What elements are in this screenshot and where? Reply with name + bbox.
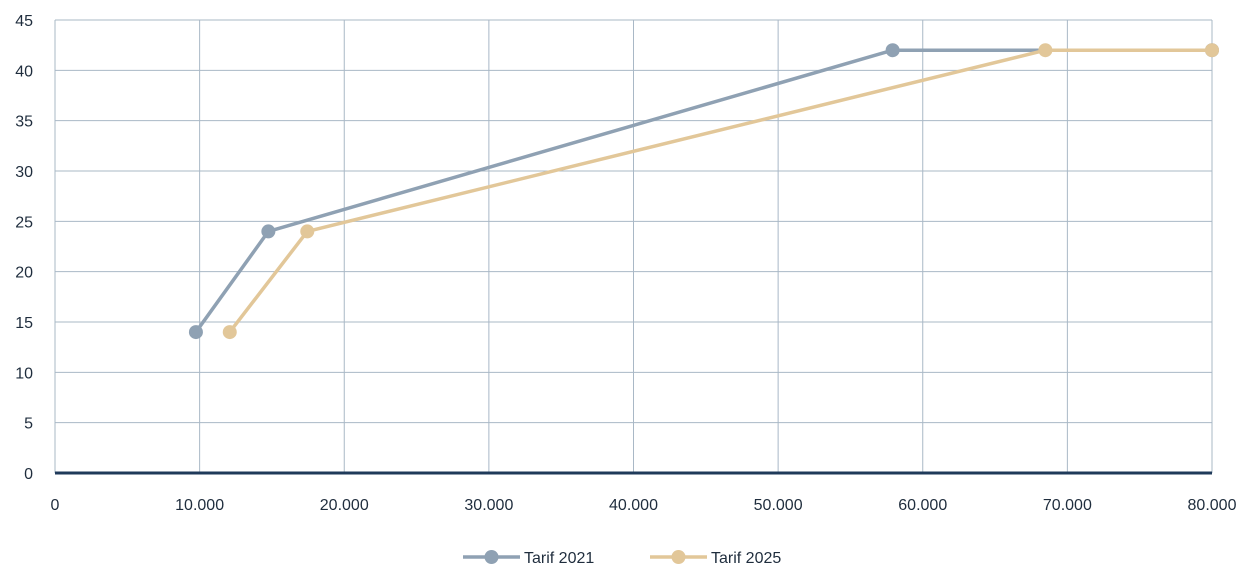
- legend-label: Tarif 2021: [524, 550, 594, 566]
- x-tick-label: 50.000: [754, 497, 803, 514]
- data-point: [885, 43, 900, 58]
- grid-lines: [54, 19, 1213, 473]
- legend-marker: [484, 550, 499, 564]
- series-2: [222, 43, 1219, 340]
- data-point: [222, 325, 237, 340]
- y-tick-label: 5: [24, 416, 33, 433]
- y-tick-label: 30: [15, 164, 33, 181]
- data-point: [261, 224, 276, 239]
- x-tick-label: 10.000: [175, 497, 224, 514]
- data-point: [1038, 43, 1053, 58]
- y-tick-label: 25: [15, 214, 33, 231]
- data-point: [300, 224, 315, 239]
- series-line: [228, 48, 1212, 334]
- x-tick-label: 60.000: [898, 497, 947, 514]
- x-tick-label: 80.000: [1188, 497, 1237, 514]
- series-layer: [188, 43, 1219, 340]
- x-tick-label: 0: [51, 497, 60, 514]
- data-point: [188, 325, 203, 340]
- series-1: [188, 43, 1219, 340]
- y-tick-label: 10: [15, 365, 33, 382]
- data-point: [1205, 43, 1219, 58]
- series-line: [194, 48, 1212, 334]
- x-tick-label: 20.000: [320, 497, 369, 514]
- y-tick-label: 0: [24, 466, 33, 483]
- y-tick-label: 45: [15, 13, 33, 30]
- y-axis: 0 5 10 15 20 25 30 35 40 45: [15, 13, 33, 483]
- y-tick-label: 20: [15, 265, 33, 282]
- x-tick-label: 70.000: [1043, 497, 1092, 514]
- legend-item-2: Tarif 2025: [650, 550, 781, 566]
- x-axis: 0 10.000 20.000 30.000 40.000 50.000 60.000 70.…: [51, 471, 1237, 514]
- y-tick-label: 35: [15, 114, 33, 131]
- y-tick-label: 15: [15, 315, 33, 332]
- x-tick-label: 40.000: [609, 497, 658, 514]
- x-tick-label: 30.000: [464, 497, 513, 514]
- legend-item-1: Tarif 2021: [463, 550, 594, 566]
- y-tick-label: 40: [15, 63, 33, 80]
- legend-marker: [671, 550, 686, 564]
- legend-label: Tarif 2025: [711, 550, 781, 566]
- legend: Tarif 2021 Tarif 2025: [463, 550, 781, 566]
